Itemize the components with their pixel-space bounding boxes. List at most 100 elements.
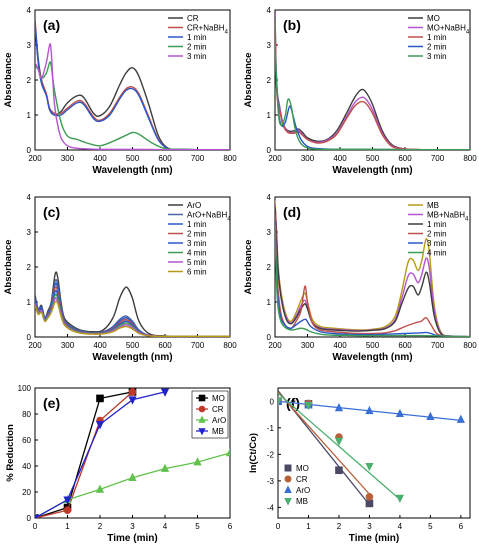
panel-d-xlabel: Wavelength (nm) (332, 352, 412, 363)
panel-f-series-mb-point (304, 401, 313, 411)
panel-f-series-aro-point (395, 408, 405, 418)
panel-a-ytick-label: 1 (27, 111, 32, 120)
panel-d-xtick-label: 600 (398, 341, 412, 350)
panel-e-legend-marker (198, 405, 206, 413)
panel-c-legend-label: 1 min (187, 220, 207, 229)
panel-f-series-mb-point (365, 462, 374, 472)
panel-d-legend-label: 1 min (427, 220, 447, 229)
panel-e-series-cr-point (63, 506, 72, 515)
panel-b-ytick-label: 4 (267, 6, 272, 15)
panel-e-legend-label: ArO (212, 416, 226, 425)
panel-d-series-1-min-line (275, 207, 470, 337)
panel-f-ytick-label: -4 (267, 503, 275, 512)
panel-c-legend-label: 3 min (187, 239, 207, 248)
panel-e-series-cr-line (35, 391, 133, 518)
panel-d: 200 300 400 500 600 700 800 0 1 2 3 4 Wavelength (nm… (243, 193, 477, 363)
panel-b-plot (275, 10, 470, 150)
panel-d-legend-label: 2 min (427, 230, 447, 239)
panel-e-legend-label: MO (212, 394, 225, 403)
panel-e-series-mb-point (63, 496, 72, 505)
panel-f-xlabel: Time (min) (349, 533, 399, 544)
panel-e-series-aro-point (95, 484, 105, 493)
panel-e-series-aro-point (225, 448, 230, 457)
panel-b-xlabel: Wavelength (nm) (332, 165, 412, 176)
panel-c-xtick-label: 300 (61, 341, 75, 350)
panel-d-legend-label: MB (427, 201, 439, 210)
panel-a-ytick-label: 4 (27, 6, 32, 15)
panel-f-legend-marker (284, 464, 292, 472)
panel-c-legend-label: 4 min (187, 249, 207, 258)
panel-b: 200 300 400 500 600 700 800 0 1 2 3 4 Wavelength (nm… (243, 6, 477, 176)
panel-e-xtick-label: 4 (163, 522, 168, 531)
panel-a-xtick-label: 400 (93, 154, 107, 163)
panel-f-legend-marker (284, 498, 292, 506)
panel-a-series-2-min-line (35, 61, 230, 150)
panel-b-xtick-label: 700 (431, 154, 445, 163)
panel-f-ytick-label: 0 (270, 397, 275, 406)
panel-d-series-4-min-line (275, 224, 470, 337)
panel-f-legend: MO CR ArO MB (284, 464, 310, 506)
panel-b-series-1-min-line (275, 16, 470, 150)
panel-e-ytick-label: 60 (22, 436, 31, 445)
panel-c-plot (35, 271, 230, 337)
panel-a-xlabel: Wavelength (nm) (92, 165, 172, 176)
panel-d-ytick-label: 4 (267, 193, 272, 202)
panel-a-ylabel: Absorbance (3, 53, 14, 108)
panel-e-plot (35, 388, 230, 518)
panel-e-xtick-label: 6 (228, 522, 233, 531)
panel-a-series-3-min-line (35, 43, 230, 150)
panel-d-ytick-label: 3 (267, 228, 272, 237)
panel-b-legend-label: 3 min (427, 52, 447, 61)
panel-d-tag: (d) (283, 204, 301, 220)
panel-e-series-aro-point (193, 457, 202, 466)
panel-c-ylabel: Absorbance (3, 240, 14, 295)
panel-a-legend-label: 2 min (187, 43, 207, 52)
panel-e-series-mb-point (95, 421, 105, 430)
panel-f-xtick-label: 4 (398, 522, 403, 531)
panel-f-legend-marker (284, 485, 292, 493)
panel-c-tag: (c) (43, 204, 60, 220)
panel-c-ytick-label: 3 (27, 228, 32, 237)
panel-f-xtick-label: 1 (306, 522, 311, 531)
panel-f-series-mb-point (334, 437, 344, 446)
panel-e-tag: (e) (43, 395, 60, 411)
panel-e-xtick-label: 0 (33, 522, 38, 531)
panel-c-ytick-label: 0 (27, 333, 32, 342)
panel-b-xtick-label: 200 (268, 154, 282, 163)
panel-e-series-mo-point (96, 394, 104, 403)
panel-f-series-mo-point (335, 466, 343, 475)
panel-d-ylabel: Absorbance (243, 240, 254, 295)
panel-e-ytick-label: 40 (22, 462, 31, 471)
panel-e-xtick-label: 1 (65, 522, 70, 531)
panel-e-ytick-label: 20 (22, 488, 31, 497)
panel-d-xtick-label: 200 (268, 341, 282, 350)
panel-f-series-aro-point (334, 402, 344, 412)
panel-a-ytick-label: 2 (27, 76, 32, 85)
panel-b-xtick-label: 300 (301, 154, 315, 163)
panel-f-frame (277, 387, 471, 519)
panel-e-ytick-label: 100 (18, 384, 32, 393)
panel-a-tag: (a) (43, 17, 60, 33)
panel-e-legend-box (191, 390, 229, 439)
panel-a-series-1-min-line (35, 23, 230, 150)
panel-f-xtick-label: 3 (367, 522, 372, 531)
panel-c-legend-label: 2 min (187, 230, 207, 239)
panel-d-legend-label: 4 min (427, 249, 447, 258)
panel-f-series-cr-point (365, 492, 374, 501)
panel-e-ytick-label: 0 (27, 514, 32, 523)
panel-f-series-aro-point (365, 405, 374, 415)
panel-b-xtick-label: 600 (398, 154, 412, 163)
panel-c-ytick-label: 2 (27, 263, 32, 272)
panel-e-xtick-label: 2 (98, 522, 103, 531)
panel-a: 200 300 400 500 600 700 800 0 1 2 3 4 Wavelength (nm… (3, 6, 237, 176)
panel-f-plot (278, 390, 465, 508)
panel-a-legend-label: 3 min (187, 52, 207, 61)
panel-f-legend-label: MB (296, 497, 308, 506)
panel-a-ytick-label: 0 (27, 146, 32, 155)
